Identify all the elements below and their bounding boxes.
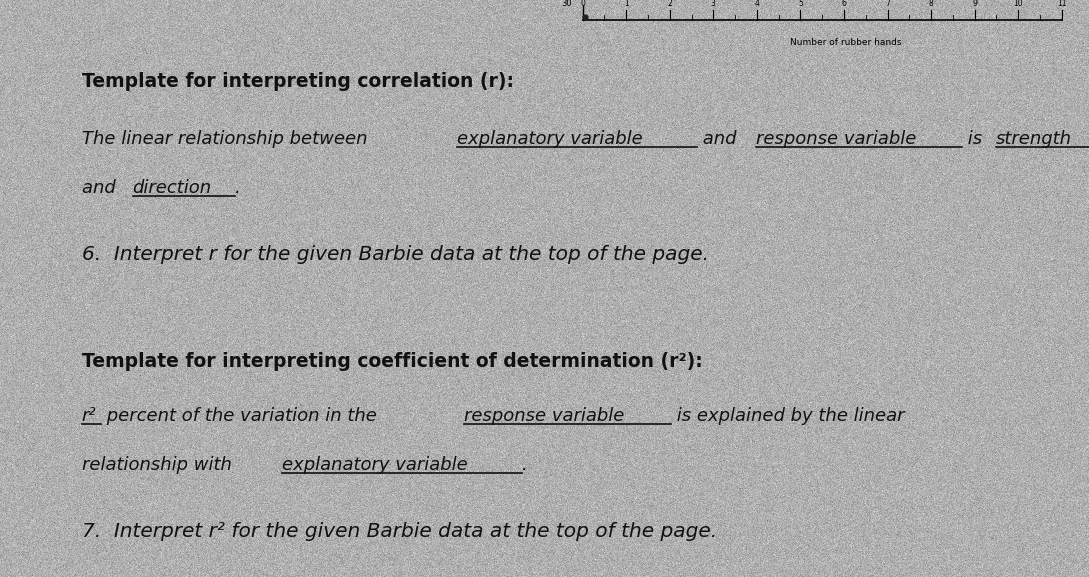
Text: Number of rubber hands: Number of rubber hands [791,38,902,47]
Text: Template for interpreting coefficient of determination (r²):: Template for interpreting coefficient of… [82,352,702,371]
Text: .: . [522,456,528,474]
Text: 4: 4 [755,0,759,8]
Text: percent of the variation in the: percent of the variation in the [100,407,382,425]
Text: .: . [235,179,241,197]
Text: is: is [963,130,989,148]
Text: Template for interpreting correlation (r):: Template for interpreting correlation (r… [82,72,514,91]
Text: and: and [82,179,121,197]
Text: direction: direction [133,179,211,197]
Text: The linear relationship between: The linear relationship between [82,130,372,148]
Text: response variable: response variable [464,407,624,425]
Text: strength: strength [995,130,1072,148]
Text: response variable: response variable [756,130,916,148]
Text: relationship with: relationship with [82,456,237,474]
Text: explanatory variable: explanatory variable [457,130,644,148]
Text: 9: 9 [972,0,977,8]
Text: 3: 3 [711,0,715,8]
Text: 1: 1 [624,0,628,8]
Text: 2: 2 [668,0,672,8]
Text: 6.  Interpret r for the given Barbie data at the top of the page.: 6. Interpret r for the given Barbie data… [82,245,709,264]
Text: 11: 11 [1057,0,1066,8]
Text: r²: r² [82,407,96,425]
Text: 10: 10 [1014,0,1023,8]
Text: 30: 30 [561,0,572,8]
Text: 7: 7 [885,0,890,8]
Text: 6: 6 [842,0,846,8]
Text: 8: 8 [929,0,933,8]
Text: 7.  Interpret r² for the given Barbie data at the top of the page.: 7. Interpret r² for the given Barbie dat… [82,522,717,541]
Text: and: and [697,130,743,148]
Text: 5: 5 [798,0,803,8]
Text: 0: 0 [580,0,585,8]
Text: is explained by the linear: is explained by the linear [671,407,904,425]
Text: explanatory variable: explanatory variable [282,456,468,474]
